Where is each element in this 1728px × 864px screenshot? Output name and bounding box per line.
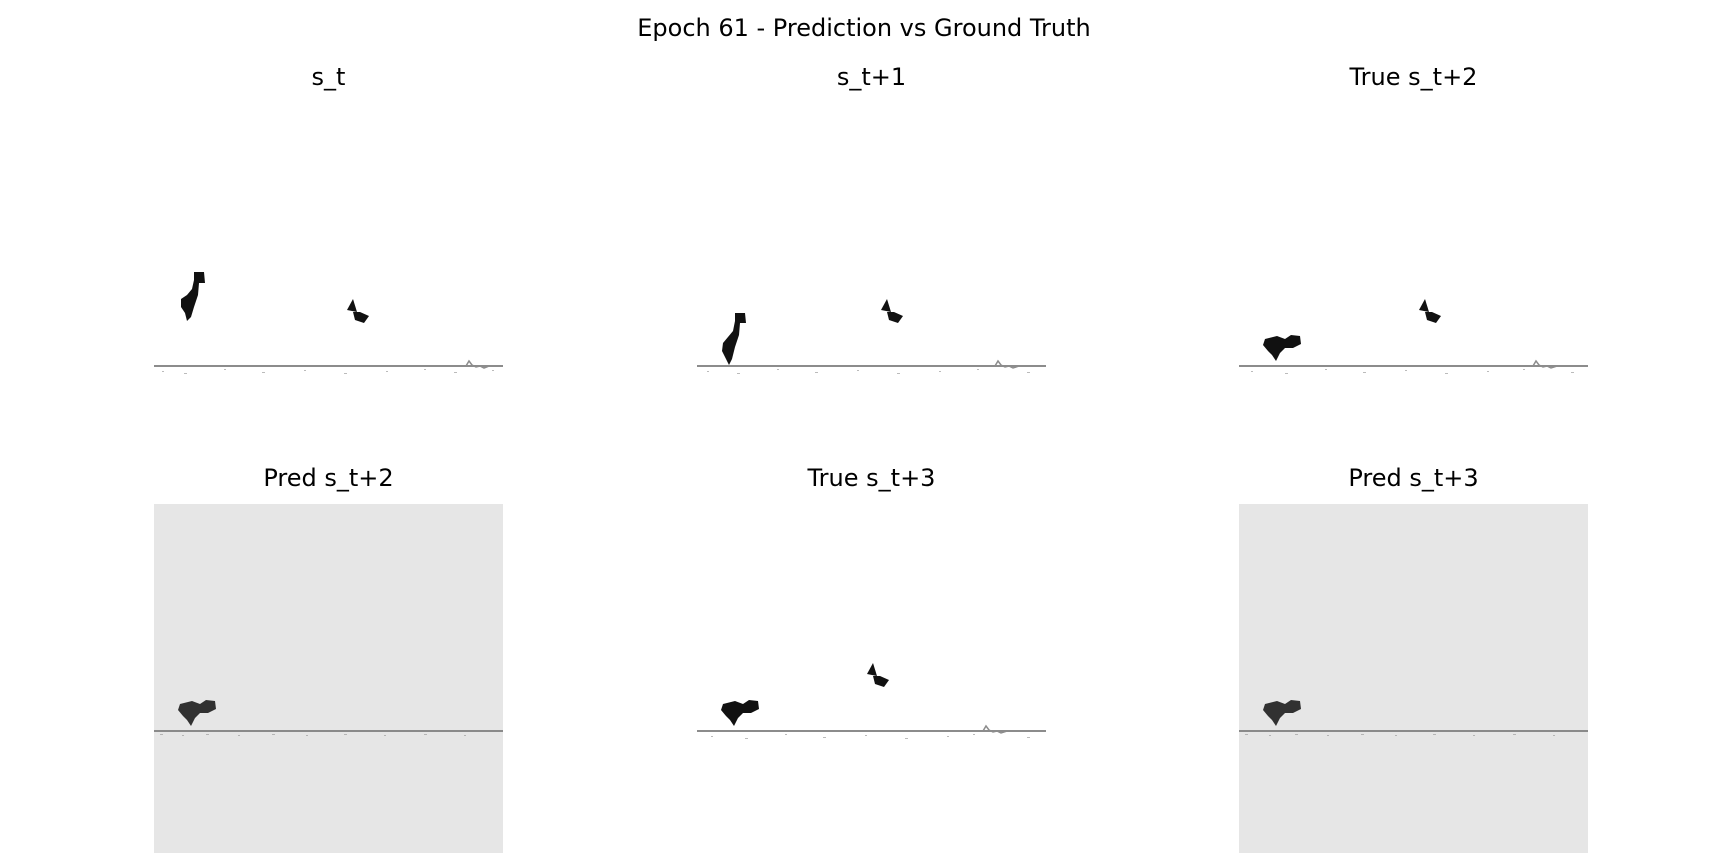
frame-background [154,103,503,452]
frame-background [154,504,503,853]
panel-title: Pred s_t+2 [263,464,394,492]
frame-background [697,103,1046,452]
game-frame [1239,504,1588,853]
ground-line [697,359,1046,374]
dino-sprite [721,700,759,726]
panel-title: True s_t+3 [807,464,936,492]
frame-background [697,504,1046,853]
ground-line [697,724,1046,739]
bird-sprite [881,299,903,323]
panel-pred-s-t-plus-2: Pred s_t+2 [154,464,503,853]
game-frame [697,103,1046,452]
panel-true-s-t-plus-2: True s_t+2 [1239,63,1588,452]
game-frame [154,103,503,452]
game-frame [1239,103,1588,452]
frame-background [1239,504,1588,853]
dino-sprite [722,313,746,365]
bird-sprite [347,299,369,323]
ground-line [1239,359,1588,374]
bird-sprite [867,663,889,687]
panel-title: True s_t+2 [1349,63,1478,91]
game-frame [697,504,1046,853]
dino-sprite [178,700,216,726]
ground-line [154,730,503,736]
dino-sprite [1263,700,1301,726]
panel-true-s-t-plus-3: True s_t+3 [697,464,1046,853]
game-frame [154,504,503,853]
ground-line [154,359,503,374]
panel-title: s_t [311,63,346,91]
frame-background [1239,103,1588,452]
panel-pred-s-t-plus-3: Pred s_t+3 [1239,464,1588,853]
figure-title: Epoch 61 - Prediction vs Ground Truth [637,14,1091,42]
panel-title: Pred s_t+3 [1348,464,1479,492]
panel-s-t: s_t [154,63,503,452]
bird-sprite [1419,299,1441,323]
dino-sprite [1263,335,1301,361]
ground-line [1239,730,1588,736]
panel-s-t-plus-1: s_t+1 [697,63,1046,452]
panel-title: s_t+1 [836,63,907,91]
dino-sprite [181,272,205,321]
